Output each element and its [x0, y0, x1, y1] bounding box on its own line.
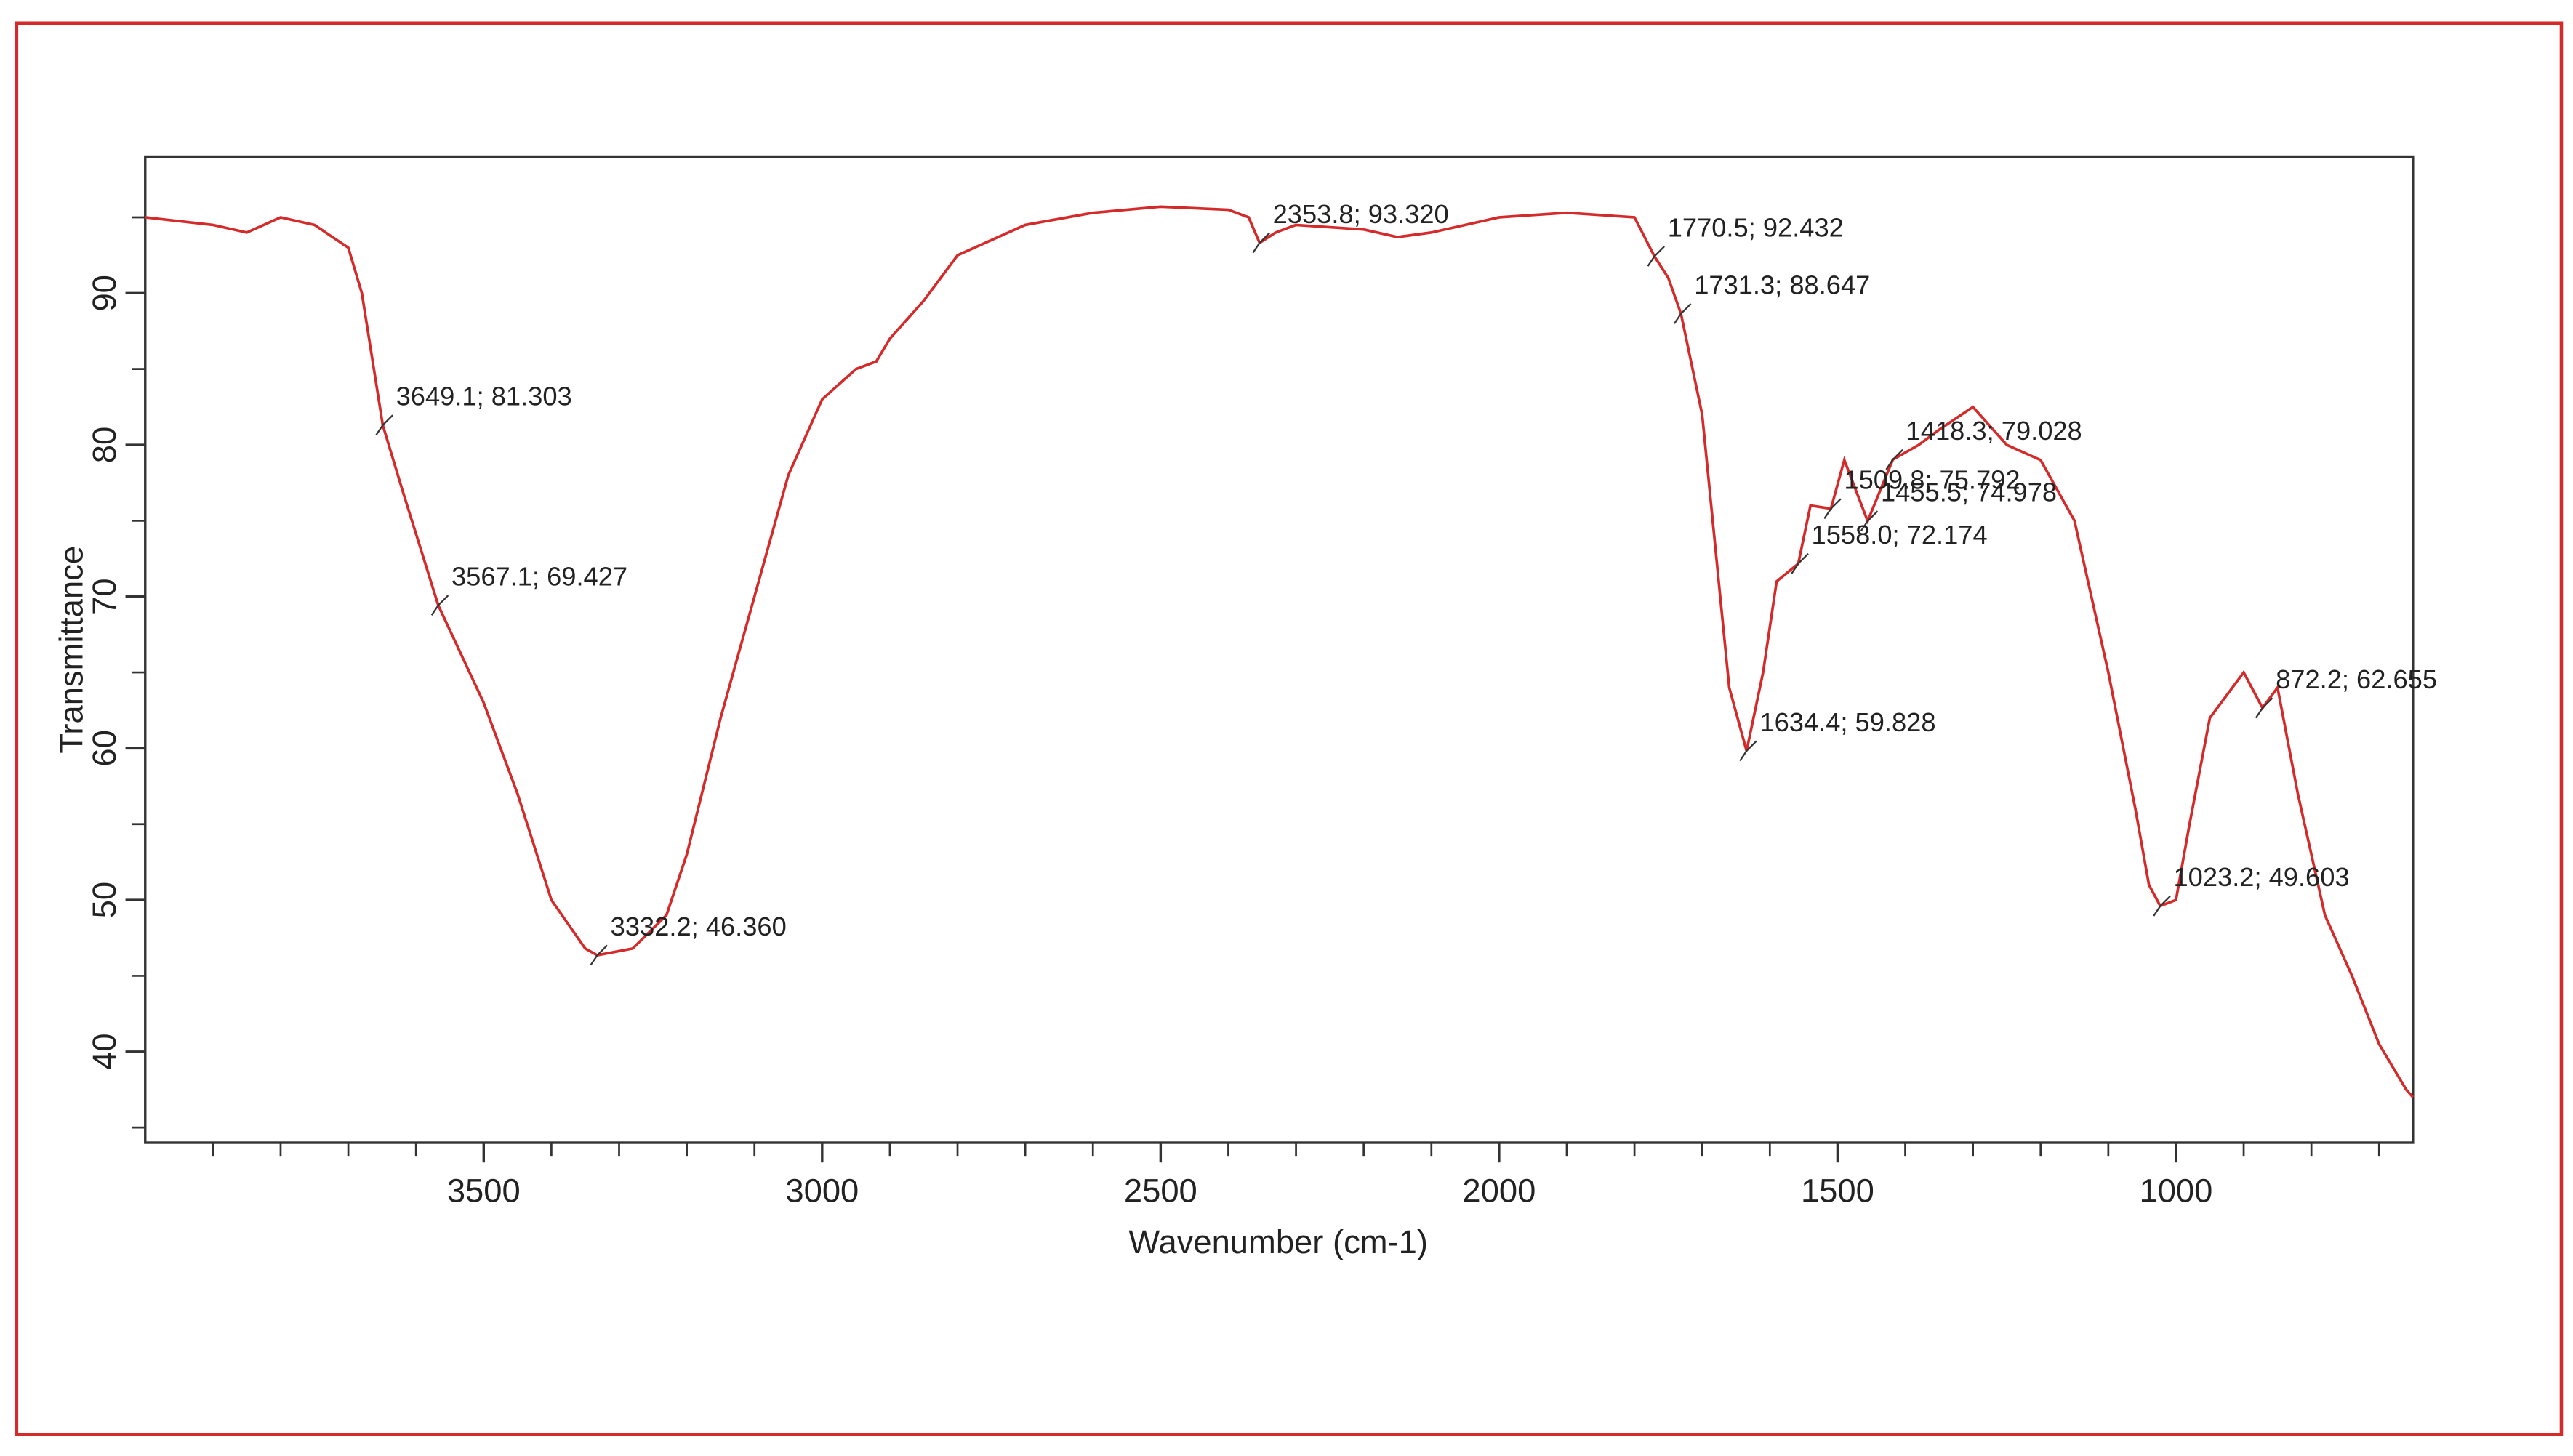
plot-area	[144, 155, 2415, 1144]
peak-label: 3567.1; 69.427	[451, 561, 627, 591]
peak-marker	[1739, 740, 1757, 762]
peak-label: 1634.4; 59.828	[1759, 707, 1935, 737]
peak-label: 1770.5; 92.432	[1668, 212, 1844, 242]
peak-marker	[1647, 246, 1665, 267]
peak-label: 1418.3; 79.028	[1906, 416, 2082, 446]
peak-label: 1558.0; 72.174	[1812, 520, 1988, 550]
peak-marker	[1823, 498, 1842, 520]
spectrum-line	[145, 205, 2415, 1098]
y-tick-label: 50	[86, 882, 123, 918]
y-tick-label: 60	[86, 730, 123, 766]
peak-marker	[1252, 232, 1270, 254]
x-tick-label: 3000	[785, 1173, 859, 1210]
x-tick-label: 1000	[2139, 1173, 2212, 1210]
peak-marker	[1674, 303, 1692, 324]
frame	[15, 21, 2564, 1436]
peak-marker	[590, 944, 608, 966]
peak-label: 3649.1; 81.303	[396, 382, 572, 411]
peak-label: 872.2; 62.655	[2276, 664, 2437, 694]
x-tick-label: 3500	[447, 1173, 521, 1210]
y-tick-label: 90	[86, 275, 123, 311]
x-tick-label: 2000	[1462, 1173, 1536, 1210]
peak-label: 1455.5; 74.978	[1881, 478, 2057, 507]
peak-label: 1731.3; 88.647	[1694, 270, 1870, 299]
peak-marker	[2255, 697, 2273, 719]
x-tick-label: 1500	[1801, 1173, 1874, 1210]
peak-marker	[2153, 895, 2171, 917]
x-tick-label: 2500	[1124, 1173, 1197, 1210]
y-axis-label: Transmittance	[53, 546, 90, 754]
peak-marker	[430, 595, 449, 616]
x-axis-label: Wavenumber (cm-1)	[1128, 1223, 1428, 1260]
peak-label: 2353.8; 93.320	[1273, 199, 1449, 229]
peak-marker	[375, 414, 393, 436]
peak-marker	[1885, 449, 1903, 470]
y-tick-label: 80	[86, 427, 123, 463]
y-tick-label: 40	[86, 1034, 123, 1070]
y-tick-label: 70	[86, 578, 123, 614]
peak-label: 1509.8; 75.792	[1844, 465, 2020, 495]
peak-label: 1023.2; 49.603	[2173, 862, 2349, 892]
peak-label: 3332.2; 46.360	[611, 912, 787, 941]
peak-marker	[1791, 552, 1809, 574]
peak-marker	[1860, 510, 1879, 532]
